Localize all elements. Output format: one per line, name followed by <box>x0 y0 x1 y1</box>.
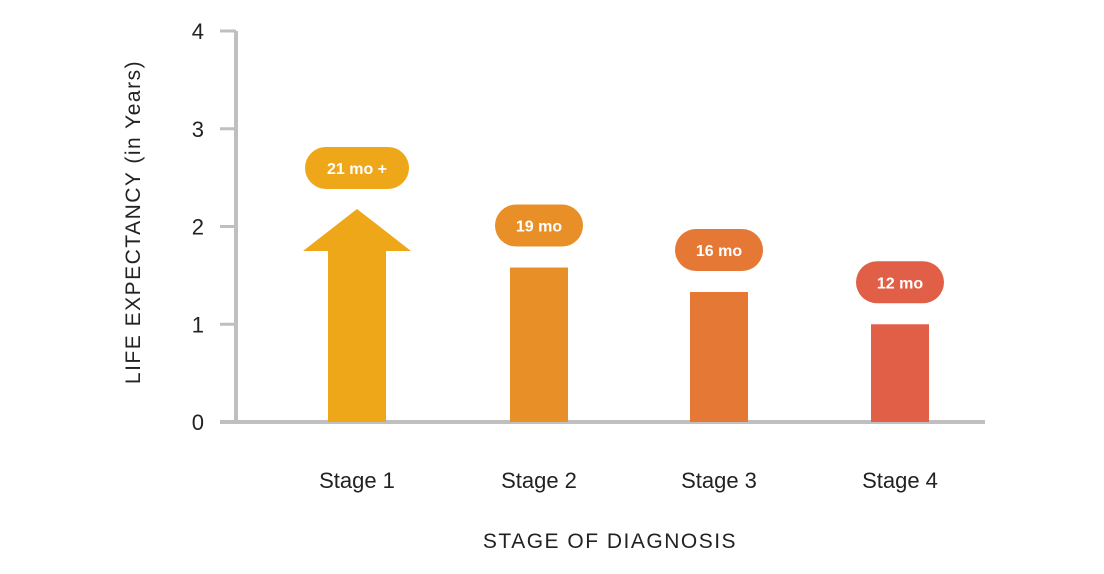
badge-pill <box>856 261 944 304</box>
value-label: 16 mo <box>696 243 742 260</box>
value-badge-2: 19 mo <box>495 204 583 247</box>
y-tick-label: 4 <box>192 19 204 44</box>
y-axis-ticks: 0 1 2 3 4 <box>192 19 236 435</box>
badge-pill <box>305 146 409 189</box>
value-badge-1: 21 mo + <box>305 146 409 189</box>
badge-pill <box>495 204 583 247</box>
y-tick-label: 1 <box>192 312 204 337</box>
x-axis-title: STAGE OF DIAGNOSIS <box>483 530 737 553</box>
y-tick-label: 3 <box>192 117 204 142</box>
value-badges: 21 mo + 19 mo 16 mo 12 mo <box>305 146 944 304</box>
badge-pill <box>675 228 763 271</box>
x-category-label: Stage 3 <box>681 468 757 493</box>
x-category-label: Stage 2 <box>501 468 577 493</box>
bar-2 <box>510 267 568 422</box>
value-label: 12 mo <box>877 275 923 292</box>
y-axis-title: LIFE EXPECTANCY (in Years) <box>122 60 145 384</box>
value-badge-4: 12 mo <box>856 261 944 304</box>
x-axis-categories: Stage 1 Stage 2 Stage 3 Stage 4 <box>319 468 938 493</box>
value-label: 19 mo <box>516 219 562 236</box>
bar-3 <box>690 291 748 422</box>
value-label: 21 mo + <box>327 161 387 178</box>
x-category-label: Stage 1 <box>319 468 395 493</box>
y-tick-label: 2 <box>192 215 204 240</box>
y-tick-label: 0 <box>192 410 204 435</box>
x-category-label: Stage 4 <box>862 468 938 493</box>
value-badge-3: 16 mo <box>675 228 763 271</box>
bar-4 <box>871 324 929 422</box>
bar-arrow-1 <box>303 208 411 422</box>
bars <box>303 208 929 422</box>
